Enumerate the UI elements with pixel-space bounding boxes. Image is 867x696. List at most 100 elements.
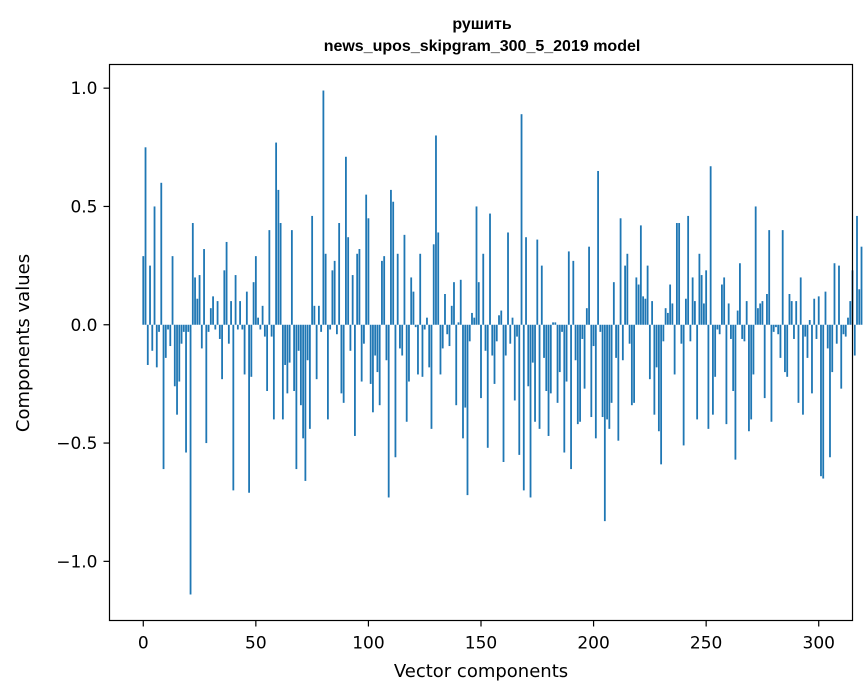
bar <box>838 265 840 325</box>
bar <box>748 324 750 432</box>
bar <box>205 324 208 444</box>
bar <box>399 324 401 349</box>
bar <box>804 324 807 337</box>
bar <box>345 156 347 325</box>
bar <box>459 279 462 325</box>
bar <box>768 230 771 325</box>
bar <box>464 324 467 408</box>
bar <box>414 324 417 328</box>
bar <box>689 324 692 342</box>
bar <box>221 324 223 380</box>
bar <box>338 223 341 325</box>
bar <box>757 308 759 325</box>
bar <box>671 303 674 325</box>
bar <box>610 324 613 403</box>
bar <box>216 301 219 325</box>
bar <box>198 275 201 325</box>
bar <box>466 324 469 496</box>
bar <box>347 237 350 325</box>
bar <box>597 170 599 325</box>
bar <box>259 324 262 330</box>
bar <box>856 215 858 325</box>
bar <box>484 324 487 351</box>
chart-title-line-2: news_upos_skipgram_300_5_2019 model <box>324 38 641 55</box>
bar <box>552 322 554 325</box>
bar <box>336 324 338 335</box>
y-axis-label: Components values <box>13 254 34 432</box>
bar <box>277 189 280 325</box>
bar <box>716 324 719 330</box>
bar <box>734 324 737 460</box>
bar <box>306 324 309 361</box>
bar <box>770 324 773 422</box>
bar <box>651 301 654 325</box>
bar <box>214 324 217 330</box>
bar <box>513 324 516 401</box>
bar <box>376 324 379 373</box>
bar <box>270 324 273 337</box>
bar <box>529 324 532 498</box>
bar <box>675 223 678 325</box>
bar <box>308 324 311 429</box>
bar <box>772 324 775 332</box>
bar <box>428 324 431 368</box>
bar <box>437 232 440 325</box>
x-axis-ticks: 0 50 100 150 200 250 300 <box>138 620 835 654</box>
bar <box>547 324 550 436</box>
bar <box>297 324 300 351</box>
bar <box>732 324 735 392</box>
bar <box>763 324 766 399</box>
bar <box>633 324 635 403</box>
bar <box>423 324 426 330</box>
bar <box>705 270 708 325</box>
bar <box>588 246 590 325</box>
bar <box>574 324 577 361</box>
bar <box>858 289 861 325</box>
bar <box>468 324 471 342</box>
plot-area-frame <box>108 63 854 622</box>
bar <box>750 324 753 420</box>
bar <box>432 244 435 325</box>
y-tick-label: 0.0 <box>70 316 97 336</box>
bar <box>653 324 656 415</box>
bar <box>822 324 825 479</box>
bar <box>698 253 701 325</box>
bar <box>489 213 491 325</box>
bar <box>502 324 505 462</box>
bar <box>498 315 500 325</box>
bar <box>401 324 404 356</box>
bar <box>797 324 800 403</box>
bar <box>412 291 415 325</box>
bar <box>473 317 476 325</box>
bar <box>293 324 296 392</box>
bar <box>340 324 343 394</box>
bar <box>504 324 507 356</box>
bar <box>383 256 386 325</box>
bar <box>290 230 293 325</box>
bar <box>781 230 784 325</box>
bar <box>576 324 579 425</box>
bar <box>700 275 703 325</box>
bar <box>302 324 305 439</box>
y-axis-ticks: −1.0 −0.5 0.0 0.5 1.0 <box>56 79 110 572</box>
bar <box>419 253 422 325</box>
bar <box>331 270 334 325</box>
bar <box>525 237 527 325</box>
bar <box>741 324 744 339</box>
bar <box>324 253 327 325</box>
bar <box>635 277 638 325</box>
bar <box>835 324 838 344</box>
bar <box>299 324 302 406</box>
bar <box>448 324 451 347</box>
bar <box>630 324 633 406</box>
bar <box>185 324 187 453</box>
bar <box>381 260 383 325</box>
bar <box>682 324 685 446</box>
bar <box>196 298 199 325</box>
bar <box>200 324 203 349</box>
bar <box>558 324 561 373</box>
bar <box>209 308 212 325</box>
bar <box>333 260 336 325</box>
bar <box>288 324 291 363</box>
bar <box>327 324 329 420</box>
